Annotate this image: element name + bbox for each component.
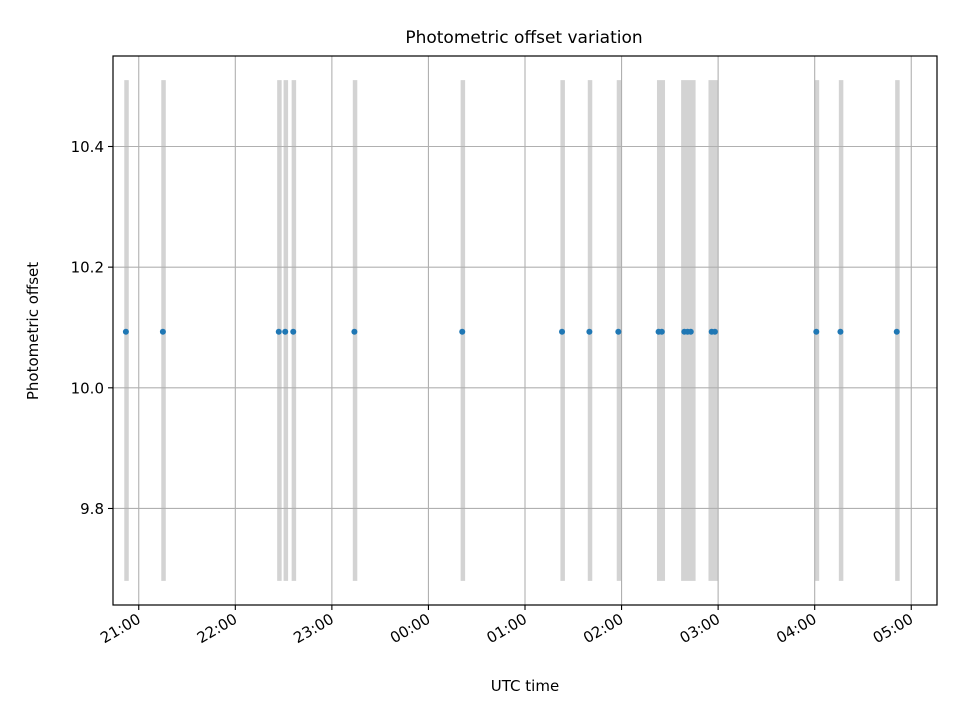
y-axis-label: Photometric offset <box>24 262 42 400</box>
data-point <box>122 328 129 335</box>
plot-area-frame <box>112 55 938 606</box>
data-point <box>351 328 358 335</box>
data-point <box>275 328 282 335</box>
data-point <box>586 328 593 335</box>
data-point <box>837 328 844 335</box>
data-point <box>282 328 289 335</box>
data-point <box>615 328 622 335</box>
data-point <box>658 328 665 335</box>
x-axis-label: UTC time <box>491 677 559 695</box>
grid-lines <box>113 56 937 605</box>
data-point <box>687 328 694 335</box>
data-point <box>893 328 900 335</box>
data-point <box>813 328 820 335</box>
data-point <box>559 328 566 335</box>
y-tick-label: 9.8 <box>80 500 104 518</box>
y-tick-label: 10.0 <box>71 379 104 397</box>
data-point <box>159 328 166 335</box>
data-point <box>459 328 466 335</box>
y-tick-label: 10.4 <box>71 138 104 156</box>
y-tick-label: 10.2 <box>71 259 104 277</box>
data-points <box>122 328 900 335</box>
chart-title: Photometric offset variation <box>405 28 642 48</box>
data-point <box>711 328 718 335</box>
data-point <box>290 328 297 335</box>
